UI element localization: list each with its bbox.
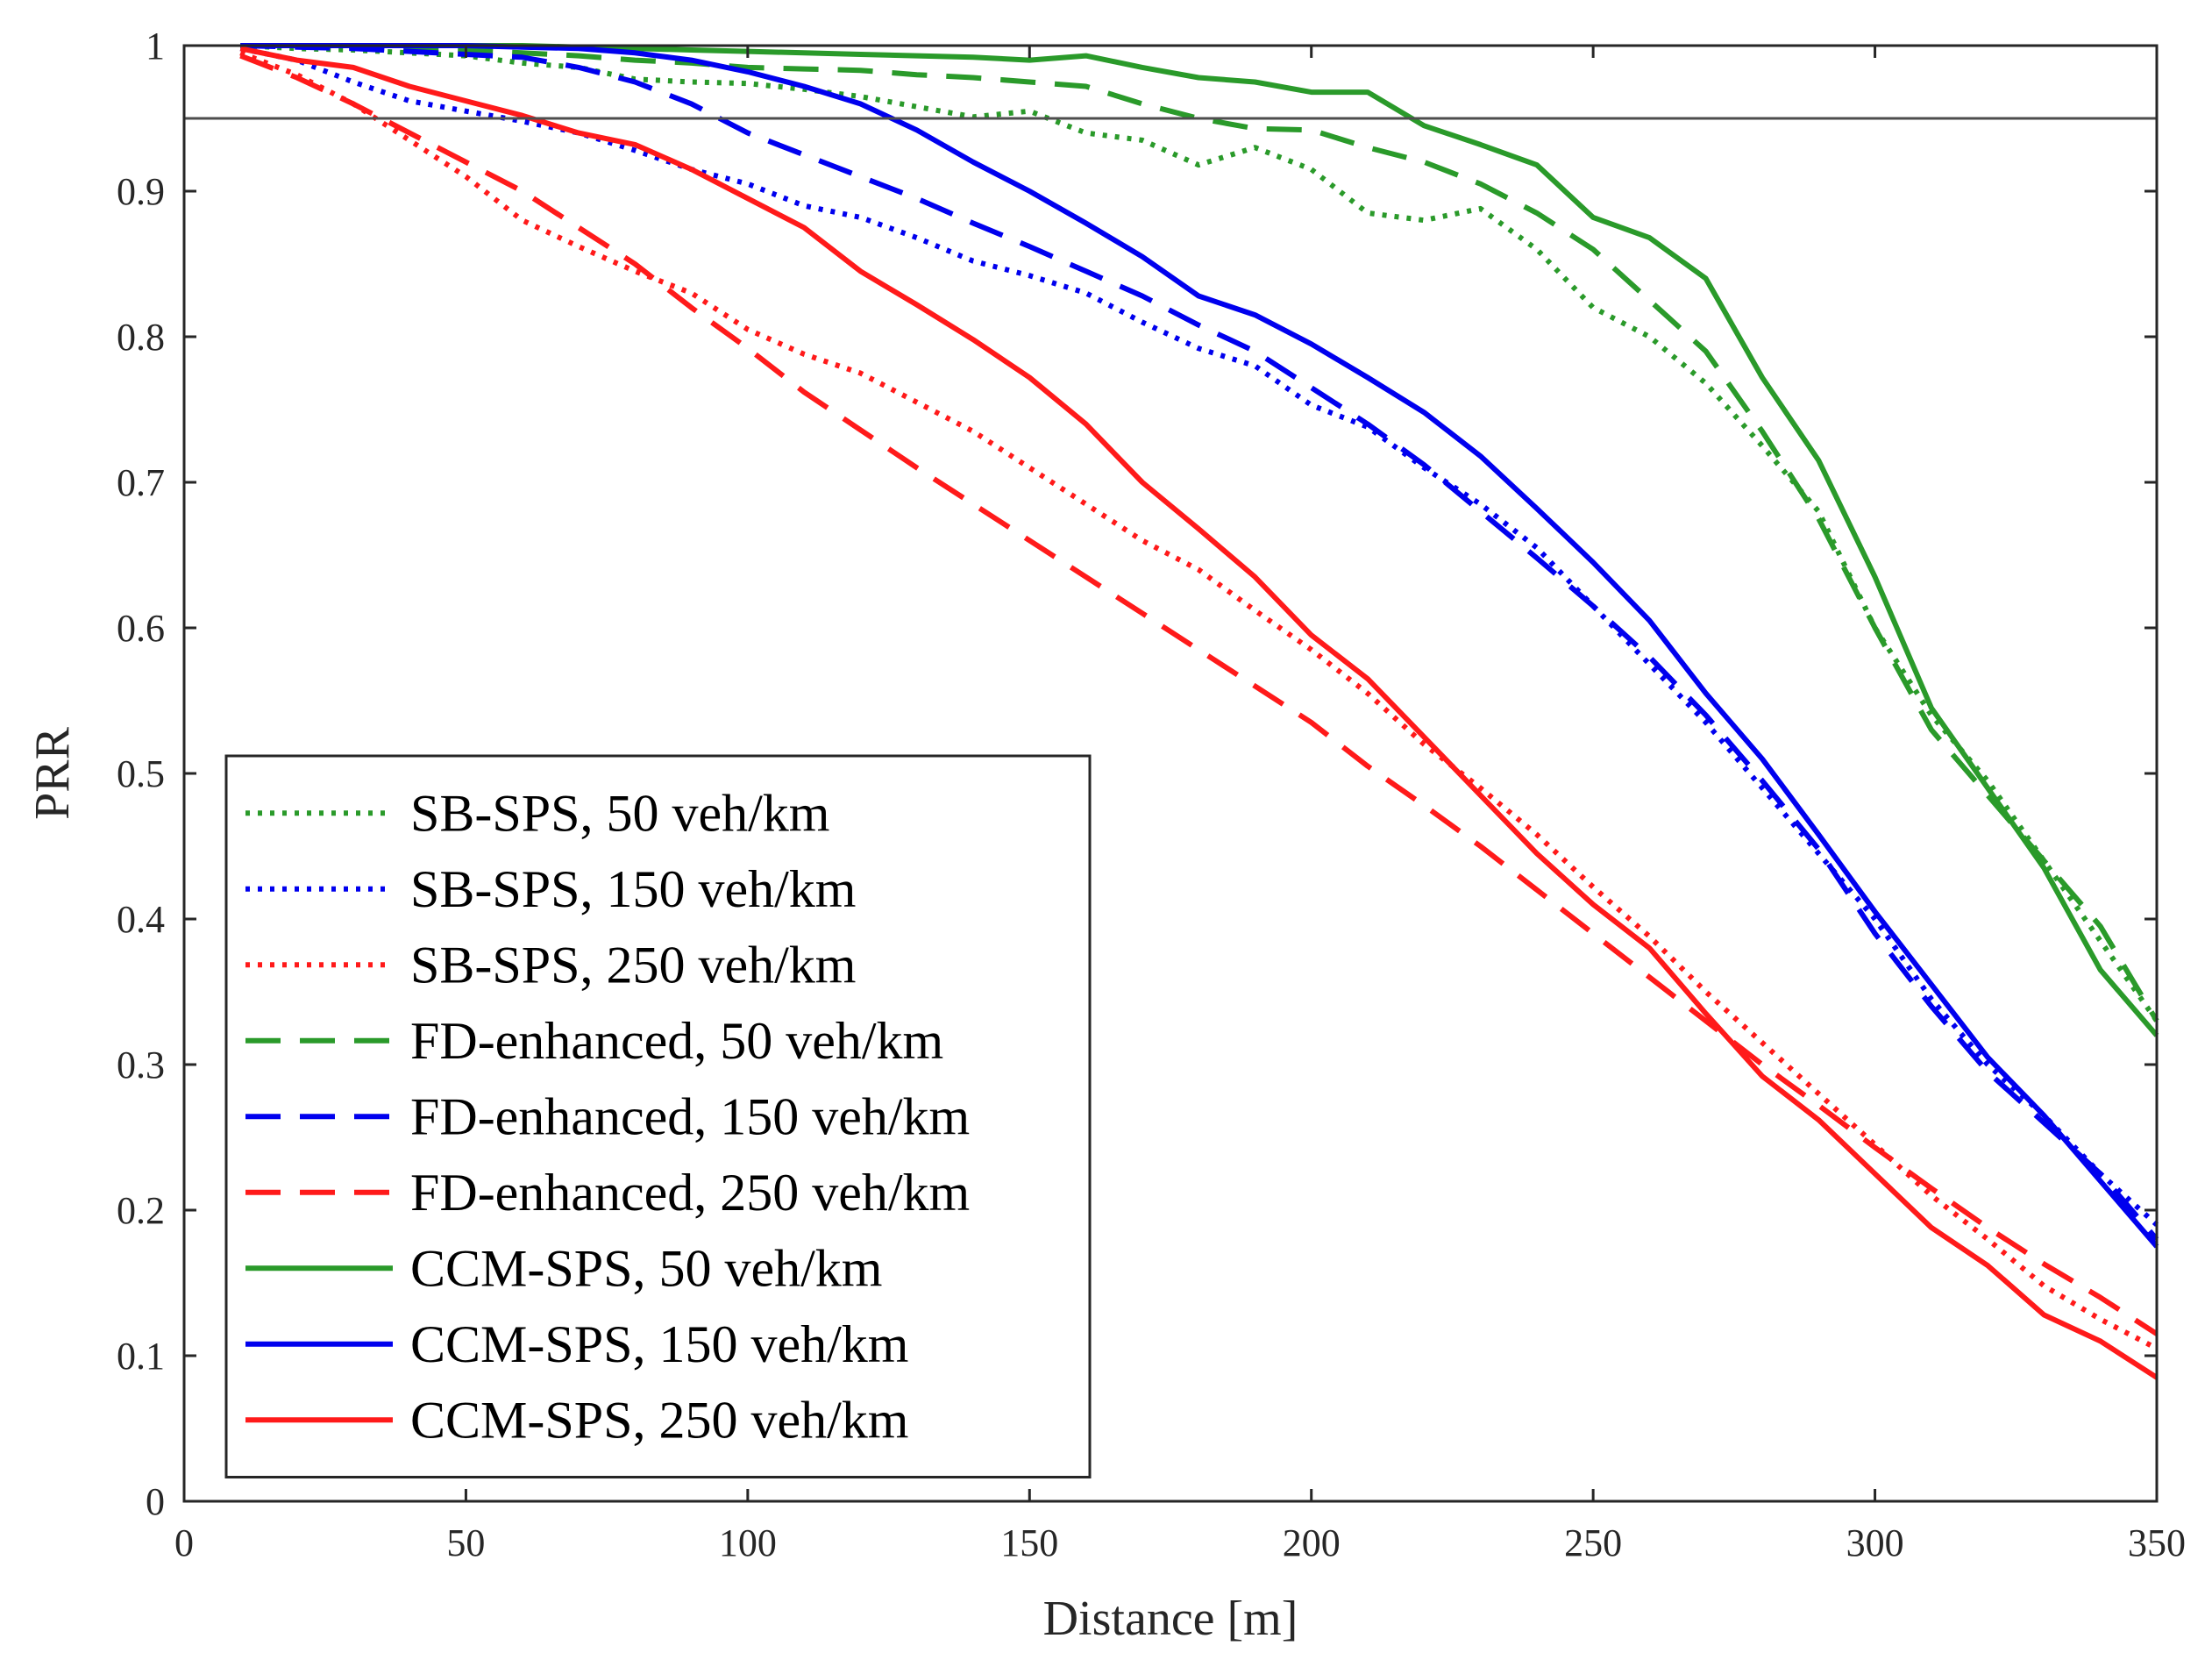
axis-tick-labels: 0 50 100 150 200 250 300 350 0 0.1 0.2 0.3 0.4 0.5 0.6… [117, 25, 2186, 1564]
y-tick-label: 0.5 [117, 752, 165, 795]
y-axis-label: PRR [25, 726, 80, 819]
y-tick-label: 0.4 [117, 898, 165, 941]
x-tick-label: 200 [1283, 1521, 1341, 1564]
series-line-1 [239, 46, 2159, 1227]
series-line-0 [240, 43, 2159, 1022]
legend-label-8: CCM-SPS, 250 veh/km [410, 1391, 908, 1449]
legend-label-0: SB-SPS, 50 veh/km [410, 784, 829, 842]
legend-label-2: SB-SPS, 250 veh/km [410, 936, 856, 994]
y-tick-label: 0.9 [117, 170, 165, 213]
legend-label-4: FD-enhanced, 150 veh/km [410, 1087, 970, 1145]
series-line-5 [239, 53, 2159, 1336]
x-tick-label: 150 [1000, 1521, 1058, 1564]
axis-ticks [182, 44, 2159, 1503]
x-tick-label: 250 [1564, 1521, 1622, 1564]
y-tick-label: 0.3 [117, 1044, 165, 1086]
series-line-4 [240, 43, 2159, 1242]
x-tick-label: 100 [719, 1521, 777, 1564]
series-line-7 [240, 43, 2159, 1249]
y-tick-label: 0.7 [117, 461, 165, 504]
x-tick-label: 350 [2128, 1521, 2186, 1564]
legend-label-7: CCM-SPS, 150 veh/km [410, 1315, 908, 1373]
legend-label-1: SB-SPS, 150 veh/km [410, 860, 856, 918]
plot-lines [239, 43, 2159, 1380]
legend-label-3: FD-enhanced, 50 veh/km [410, 1012, 943, 1070]
legend-items: SB-SPS, 50 veh/km SB-SPS, 150 veh/km SB-SP… [245, 784, 970, 1449]
y-tick-label: 1 [146, 25, 165, 68]
x-tick-label: 0 [174, 1521, 194, 1564]
y-tick-label: 0.2 [117, 1189, 165, 1232]
y-tick-label: 0.6 [117, 607, 165, 650]
series-line-2 [239, 50, 2159, 1351]
legend: SB-SPS, 50 veh/km SB-SPS, 150 veh/km SB-SP… [224, 754, 1092, 1478]
x-tick-label: 300 [1846, 1521, 1904, 1564]
y-tick-label: 0.1 [117, 1335, 165, 1378]
legend-label-5: FD-enhanced, 250 veh/km [410, 1164, 970, 1222]
x-axis-label: Distance [m] [1043, 1592, 1298, 1646]
x-tick-label: 50 [446, 1521, 485, 1564]
y-tick-label: 0.8 [117, 316, 165, 359]
y-tick-label: 0 [146, 1480, 165, 1523]
legend-label-6: CCM-SPS, 50 veh/km [410, 1239, 882, 1297]
series-line-8 [239, 46, 2159, 1380]
